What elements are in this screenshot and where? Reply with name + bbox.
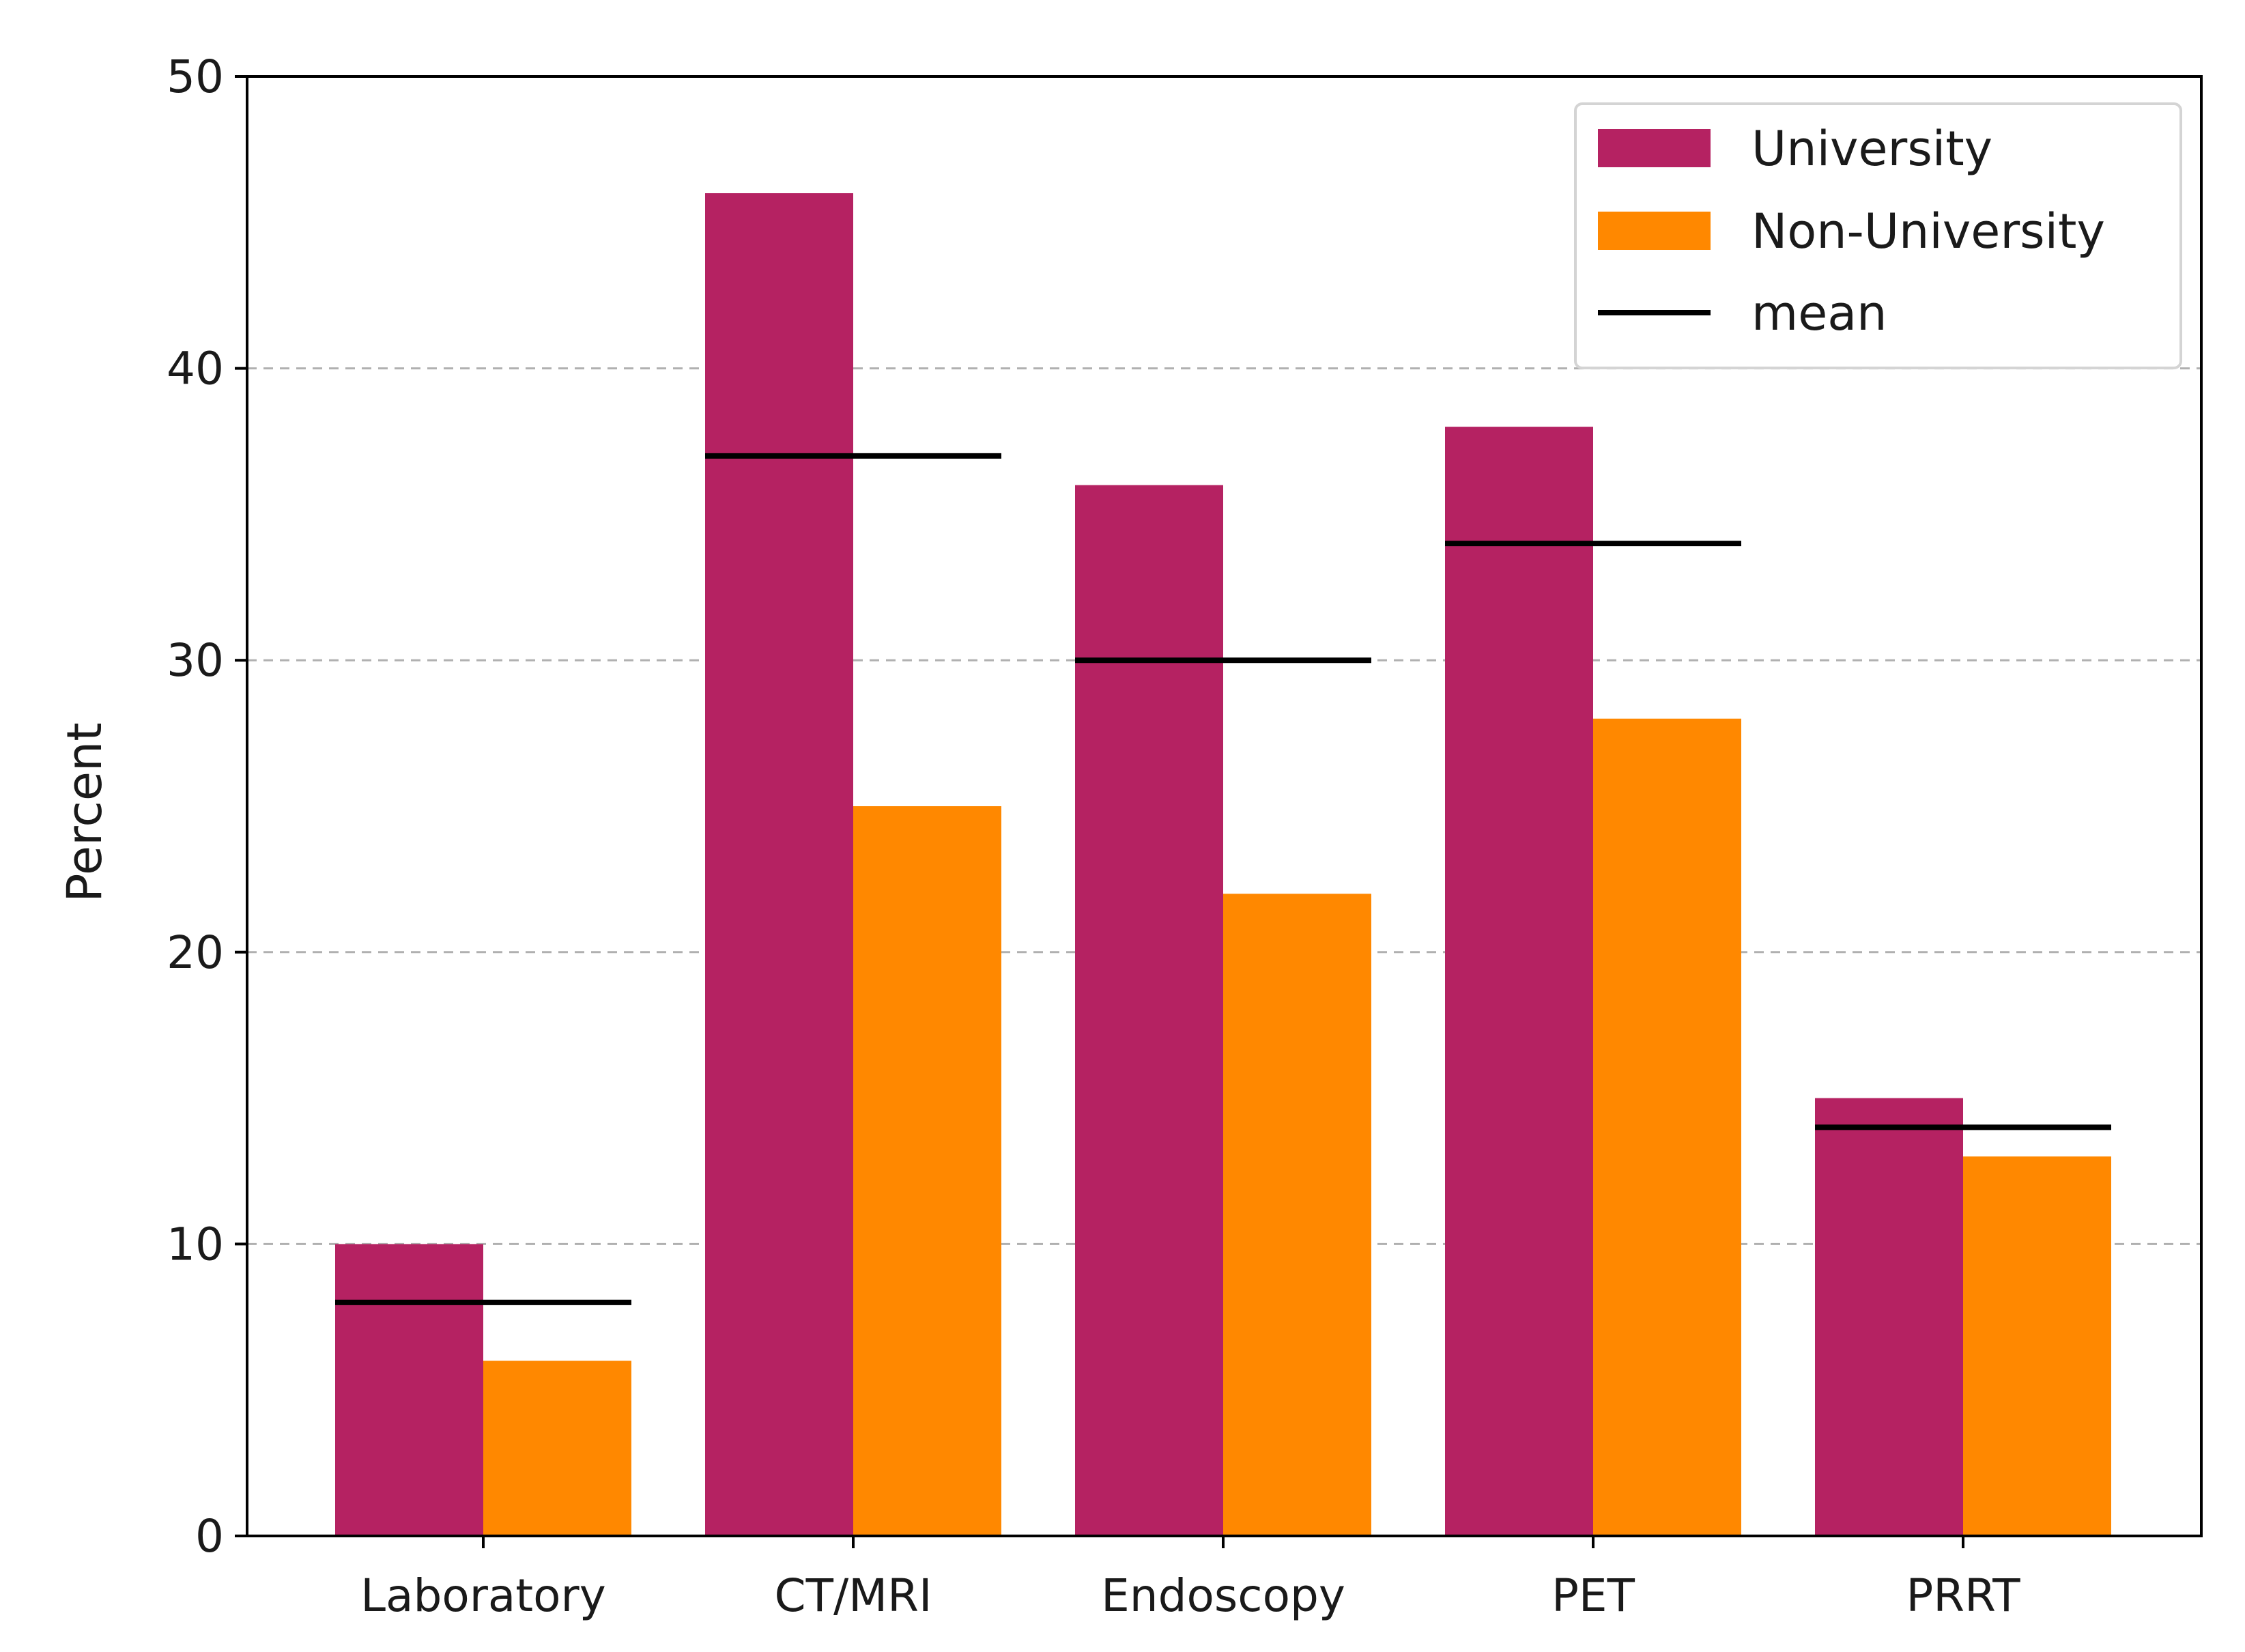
y-tick-label-20: 20 — [167, 926, 224, 979]
bar-university-pet — [1445, 427, 1593, 1536]
legend-swatch-non-university — [1598, 212, 1711, 250]
y-axis-label: Percent — [57, 722, 113, 902]
y-tick-label-10: 10 — [167, 1218, 224, 1270]
legend-box — [1574, 102, 2182, 369]
legend-label-university: University — [1751, 121, 1992, 177]
y-tick-label-30: 30 — [167, 634, 224, 687]
bar-non-university-pet — [1593, 718, 1741, 1536]
x-tick-label-ct-mri: CT/MRI — [775, 1569, 932, 1622]
legend-label-non-university: Non-University — [1751, 203, 2105, 259]
y-tick-label-40: 40 — [167, 343, 224, 395]
bar-non-university-laboratory — [483, 1361, 631, 1536]
x-tick-label-prrt: PRRT — [1906, 1569, 2020, 1622]
y-tick-label-0: 0 — [195, 1510, 224, 1563]
legend-label-mean: mean — [1751, 285, 1887, 341]
bar-non-university-ct-mri — [853, 806, 1001, 1536]
bar-university-laboratory — [335, 1244, 483, 1536]
x-tick-label-laboratory: Laboratory — [360, 1569, 606, 1622]
bar-university-ct-mri — [705, 193, 853, 1536]
legend-swatch-university — [1598, 129, 1711, 167]
bar-non-university-prrt — [1963, 1156, 2111, 1536]
bar-university-endoscopy — [1075, 485, 1223, 1536]
x-tick-label-pet: PET — [1552, 1569, 1635, 1622]
bar-non-university-endoscopy — [1223, 894, 1371, 1536]
y-tick-label-50: 50 — [167, 51, 224, 103]
bar-university-prrt — [1815, 1098, 1963, 1536]
x-tick-label-endoscopy: Endoscopy — [1101, 1569, 1345, 1622]
